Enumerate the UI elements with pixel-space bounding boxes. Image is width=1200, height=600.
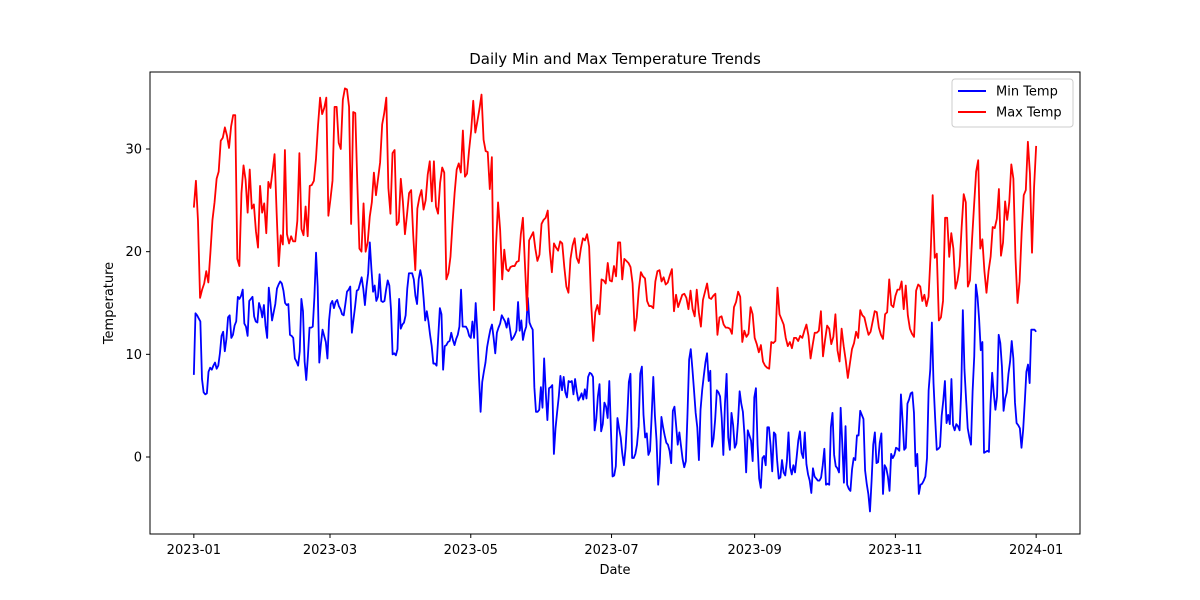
legend-entry-label: Max Temp bbox=[996, 106, 1062, 121]
x-tick-label: 2023-11 bbox=[868, 543, 922, 558]
y-tick-label: 10 bbox=[125, 348, 142, 363]
x-axis: 2023-01 2023-03 2023-05 2023-07 2023-09 2023-… bbox=[167, 534, 1063, 558]
x-tick-label: 2023-03 bbox=[303, 543, 357, 558]
x-tick-label: 2023-09 bbox=[727, 543, 781, 558]
y-axis: 0 10 20 30 bbox=[125, 143, 150, 466]
chart-title: Daily Min and Max Temperature Trends bbox=[469, 50, 761, 68]
series-lines bbox=[192, 87, 1038, 513]
x-tick-label: 2023-07 bbox=[584, 543, 638, 558]
x-axis-label: Date bbox=[599, 563, 630, 578]
legend: Min Temp Max Temp bbox=[951, 78, 1074, 128]
plot-area bbox=[149, 71, 1081, 535]
x-tick-label: 2024-01 bbox=[1009, 543, 1063, 558]
x-tick-label: 2023-01 bbox=[167, 543, 221, 558]
y-axis-label: Temperature bbox=[102, 262, 117, 345]
legend-entry-label: Min Temp bbox=[996, 85, 1058, 100]
series-line-min-temp bbox=[192, 241, 1037, 513]
x-tick-label: 2023-05 bbox=[444, 543, 498, 558]
y-tick-label: 30 bbox=[125, 143, 142, 158]
series-line-max-temp bbox=[192, 87, 1038, 379]
y-tick-label: 20 bbox=[125, 245, 142, 260]
y-tick-label: 0 bbox=[134, 451, 142, 466]
